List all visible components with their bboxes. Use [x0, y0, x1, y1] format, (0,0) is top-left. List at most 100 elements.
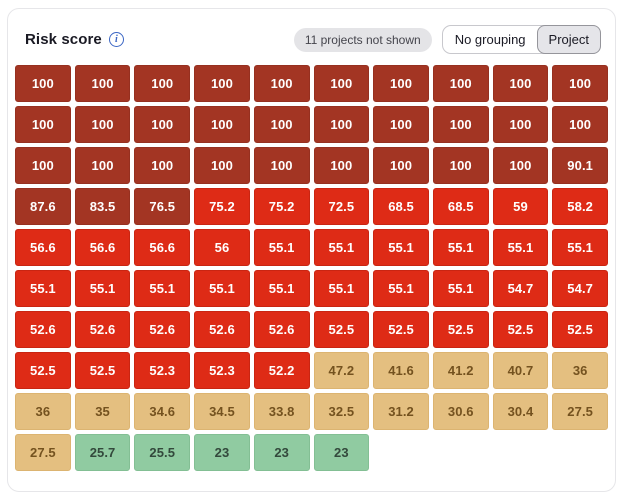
risk-tile[interactable]: 100 [552, 106, 608, 143]
risk-tile[interactable]: 23 [313, 434, 370, 471]
risk-tile[interactable]: 41.2 [432, 352, 489, 389]
risk-tile[interactable]: 31.2 [373, 393, 429, 430]
risk-tile[interactable]: 52.6 [253, 311, 310, 348]
risk-grid: 100 100 100 100 100 100 100 100 100 100 100 100 100 1… [8, 65, 615, 471]
risk-tile[interactable]: 55.1 [432, 229, 489, 266]
risk-tile[interactable]: 68.5 [432, 188, 489, 225]
risk-tile[interactable]: 23 [194, 434, 250, 471]
risk-tile[interactable]: 23 [253, 434, 310, 471]
risk-tile[interactable]: 100 [432, 147, 489, 184]
risk-tile[interactable]: 33.8 [253, 393, 310, 430]
risk-tile[interactable]: 55.1 [492, 229, 549, 266]
risk-tile[interactable]: 100 [313, 65, 370, 102]
risk-tile[interactable]: 100 [552, 65, 608, 102]
risk-tile[interactable]: 32.5 [313, 393, 370, 430]
risk-tile[interactable]: 72.5 [313, 188, 370, 225]
risk-tile[interactable]: 100 [253, 147, 310, 184]
risk-tile[interactable]: 90.1 [552, 147, 608, 184]
risk-tile[interactable]: 54.7 [492, 270, 549, 307]
risk-tile[interactable]: 55.1 [134, 270, 191, 307]
risk-tile[interactable]: 52.5 [313, 311, 370, 348]
risk-tile[interactable]: 27.5 [15, 434, 71, 471]
risk-tile[interactable]: 100 [15, 106, 71, 143]
risk-tile[interactable]: 52.5 [552, 311, 608, 348]
risk-tile[interactable]: 100 [134, 106, 191, 143]
risk-tile[interactable]: 52.5 [373, 311, 429, 348]
risk-tile[interactable]: 100 [15, 147, 71, 184]
risk-tile[interactable]: 100 [253, 65, 310, 102]
risk-tile[interactable]: 100 [432, 106, 489, 143]
risk-tile[interactable]: 100 [492, 65, 549, 102]
risk-tile[interactable]: 30.4 [492, 393, 549, 430]
risk-tile[interactable]: 52.2 [253, 352, 310, 389]
toggle-option-project[interactable]: Project [536, 25, 601, 54]
risk-tile[interactable]: 100 [492, 147, 549, 184]
risk-tile[interactable]: 27.5 [552, 393, 608, 430]
risk-tile[interactable]: 52.6 [74, 311, 131, 348]
risk-tile[interactable]: 56.6 [74, 229, 131, 266]
risk-tile[interactable]: 35 [74, 393, 131, 430]
toggle-option-no-grouping[interactable]: No grouping [454, 32, 526, 47]
risk-tile[interactable]: 56.6 [15, 229, 71, 266]
risk-tile[interactable]: 52.5 [15, 352, 71, 389]
risk-tile[interactable]: 56 [194, 229, 250, 266]
risk-tile[interactable]: 100 [74, 147, 131, 184]
risk-tile[interactable]: 52.5 [432, 311, 489, 348]
risk-tile[interactable]: 100 [15, 65, 71, 102]
risk-tile[interactable]: 100 [134, 65, 191, 102]
risk-tile[interactable]: 68.5 [373, 188, 429, 225]
risk-tile[interactable]: 55.1 [373, 229, 429, 266]
risk-tile[interactable]: 55.1 [432, 270, 489, 307]
risk-tile[interactable]: 55.1 [253, 270, 310, 307]
risk-tile[interactable]: 55.1 [313, 270, 370, 307]
risk-tile[interactable]: 34.5 [194, 393, 250, 430]
risk-tile[interactable]: 100 [432, 65, 489, 102]
risk-tile[interactable]: 100 [134, 147, 191, 184]
risk-tile[interactable]: 100 [373, 106, 429, 143]
risk-tile[interactable]: 36 [552, 352, 608, 389]
risk-tile[interactable]: 55.1 [74, 270, 131, 307]
risk-tile[interactable]: 55.1 [373, 270, 429, 307]
risk-tile[interactable]: 75.2 [194, 188, 250, 225]
risk-tile[interactable]: 100 [194, 147, 250, 184]
risk-tile[interactable]: 55.1 [15, 270, 71, 307]
risk-tile[interactable]: 100 [313, 106, 370, 143]
risk-tile[interactable]: 100 [194, 65, 250, 102]
risk-tile[interactable]: 100 [313, 147, 370, 184]
risk-tile[interactable]: 25.5 [134, 434, 191, 471]
risk-tile[interactable]: 56.6 [134, 229, 191, 266]
risk-tile[interactable]: 100 [253, 106, 310, 143]
risk-tile[interactable]: 55.1 [194, 270, 250, 307]
risk-tile[interactable]: 41.6 [373, 352, 429, 389]
risk-tile[interactable]: 83.5 [74, 188, 131, 225]
risk-tile[interactable]: 36 [15, 393, 71, 430]
risk-tile[interactable]: 55.1 [552, 229, 608, 266]
risk-tile[interactable]: 40.7 [492, 352, 549, 389]
risk-tile[interactable]: 52.6 [134, 311, 191, 348]
risk-tile[interactable]: 58.2 [552, 188, 608, 225]
risk-tile[interactable]: 52.6 [194, 311, 250, 348]
risk-tile[interactable]: 54.7 [552, 270, 608, 307]
risk-tile[interactable]: 76.5 [134, 188, 191, 225]
risk-tile[interactable]: 75.2 [253, 188, 310, 225]
risk-tile[interactable]: 52.5 [492, 311, 549, 348]
risk-tile[interactable]: 100 [194, 106, 250, 143]
risk-tile[interactable]: 55.1 [313, 229, 370, 266]
risk-tile[interactable]: 100 [74, 106, 131, 143]
risk-tile[interactable]: 87.6 [15, 188, 71, 225]
risk-tile[interactable]: 55.1 [253, 229, 310, 266]
risk-tile[interactable]: 34.6 [134, 393, 191, 430]
risk-tile[interactable]: 100 [373, 65, 429, 102]
risk-tile[interactable]: 100 [74, 65, 131, 102]
risk-tile[interactable]: 100 [492, 106, 549, 143]
info-icon[interactable]: i [108, 32, 124, 47]
risk-tile[interactable]: 100 [373, 147, 429, 184]
risk-tile[interactable]: 52.3 [134, 352, 191, 389]
risk-tile[interactable]: 25.7 [74, 434, 131, 471]
risk-tile[interactable]: 52.5 [74, 352, 131, 389]
risk-tile[interactable]: 59 [492, 188, 549, 225]
risk-tile[interactable]: 52.6 [15, 311, 71, 348]
risk-tile[interactable]: 47.2 [313, 352, 370, 389]
risk-tile[interactable]: 30.6 [432, 393, 489, 430]
risk-tile[interactable]: 52.3 [194, 352, 250, 389]
